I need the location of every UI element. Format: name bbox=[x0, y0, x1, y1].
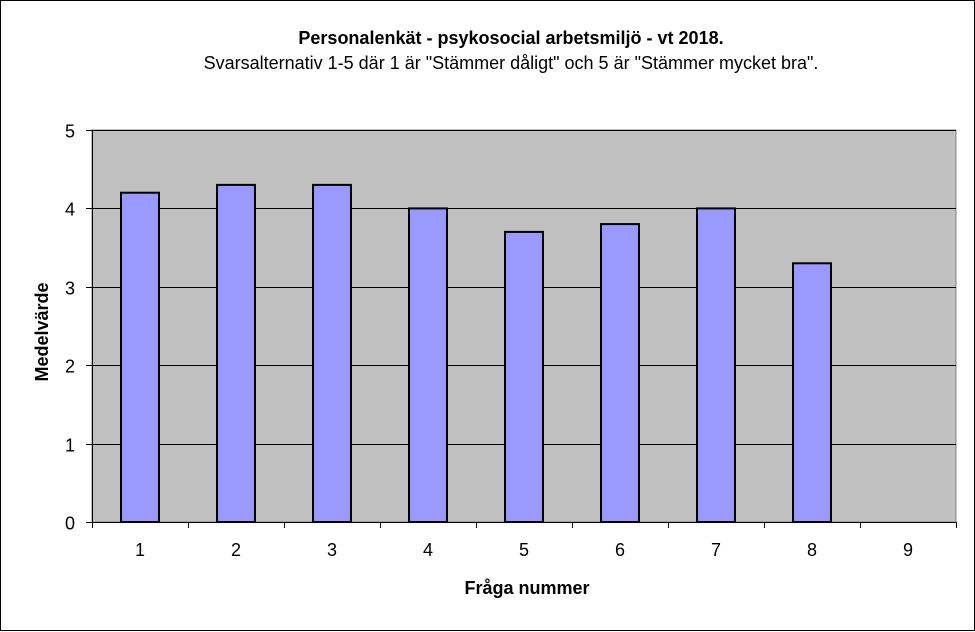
y-tick-label-5: 5 bbox=[65, 122, 75, 142]
x-tick-label-2: 2 bbox=[231, 540, 241, 560]
x-tick-label-1: 1 bbox=[135, 540, 145, 560]
bar-1 bbox=[120, 191, 160, 523]
chart-subtitle: Svarsalternativ 1-5 där 1 är "Stämmer då… bbox=[204, 53, 819, 73]
x-tick-label-6: 6 bbox=[615, 540, 625, 560]
bar-8 bbox=[792, 262, 832, 523]
bar-3 bbox=[312, 183, 352, 523]
x-tick-labels: 1 2 3 4 5 6 7 8 9 bbox=[135, 540, 913, 560]
y-tick-label-4: 4 bbox=[65, 200, 75, 220]
x-tick-label-4: 4 bbox=[423, 540, 433, 560]
bars bbox=[120, 183, 832, 524]
bar-2 bbox=[216, 183, 256, 523]
x-tick-label-7: 7 bbox=[711, 540, 721, 560]
y-tick-label-1: 1 bbox=[65, 436, 75, 456]
bar-6 bbox=[600, 223, 640, 524]
bar-4 bbox=[408, 207, 448, 523]
y-tick-labels: 0 1 2 3 4 5 bbox=[65, 122, 75, 534]
x-axis-title: Fråga nummer bbox=[464, 578, 589, 598]
y-tick-label-2: 2 bbox=[65, 357, 75, 377]
y-axis-title: Medelvärde bbox=[32, 282, 52, 381]
x-tick-label-5: 5 bbox=[519, 540, 529, 560]
y-tick-label-3: 3 bbox=[65, 279, 75, 299]
y-tick-label-0: 0 bbox=[65, 514, 75, 534]
chart-title: Personalenkät - psykosocial arbetsmiljö … bbox=[298, 28, 723, 48]
bar-7 bbox=[696, 207, 736, 523]
x-tick-label-8: 8 bbox=[807, 540, 817, 560]
x-tick-label-3: 3 bbox=[327, 540, 337, 560]
x-tick-label-9: 9 bbox=[903, 540, 913, 560]
axes bbox=[86, 130, 957, 528]
bar-5 bbox=[504, 230, 544, 523]
